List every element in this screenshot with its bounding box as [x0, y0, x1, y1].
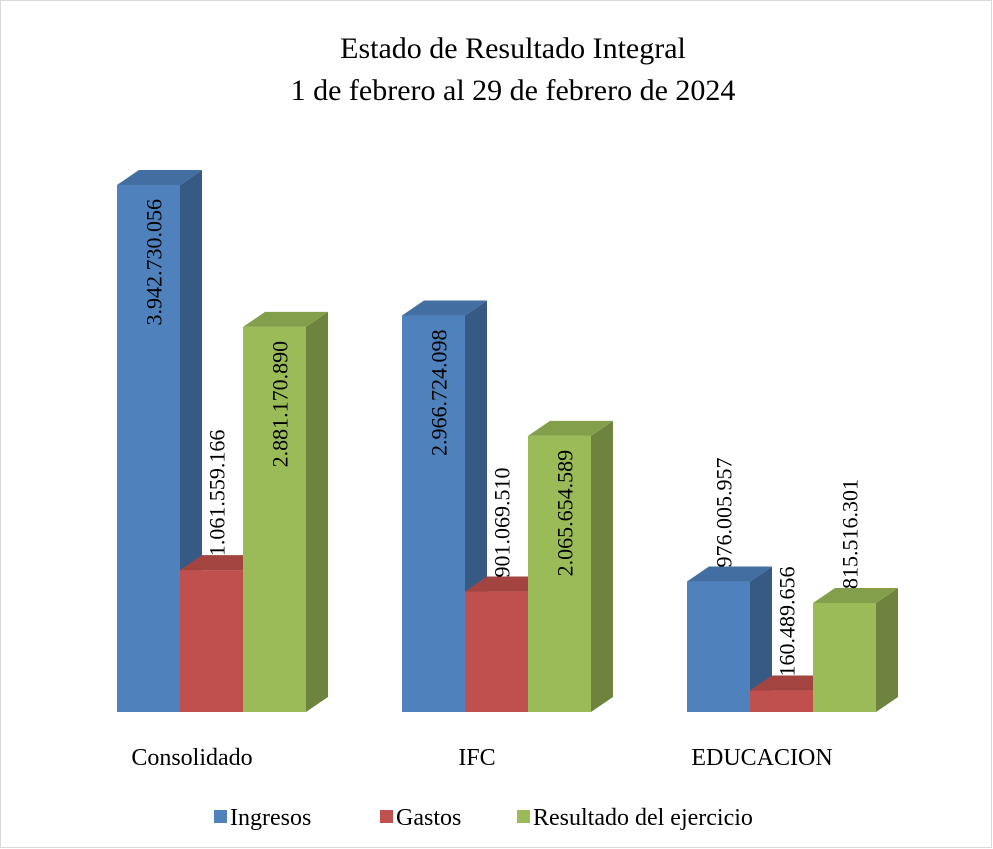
data-label: 2.881.170.890	[268, 341, 293, 468]
bar-top	[528, 420, 613, 436]
chart-subtitle: 1 de febrero al 29 de febrero de 2024	[291, 74, 736, 107]
legend-label: Resultado del ejercicio	[533, 805, 753, 831]
data-label: 160.489.656	[775, 567, 800, 677]
bar-side	[591, 420, 613, 712]
data-label: 2.966.724.098	[427, 329, 452, 456]
data-label: 3.942.730.056	[142, 199, 167, 326]
data-label: 1.061.559.166	[205, 430, 230, 557]
chart-title: Estado de Resultado Integral	[340, 32, 686, 65]
legend-swatch	[380, 810, 393, 823]
bar	[243, 326, 306, 712]
bar-top	[687, 566, 772, 582]
bar-top	[117, 170, 202, 185]
bar	[402, 315, 465, 712]
legend-label: Gastos	[396, 805, 461, 831]
x-tick-label: Consolidado	[131, 745, 252, 771]
bar	[528, 435, 591, 712]
bar-top	[813, 587, 898, 603]
bar-top	[243, 311, 328, 327]
legend-swatch	[214, 810, 227, 823]
bar	[750, 690, 813, 712]
bar-side	[306, 311, 328, 712]
bar	[465, 591, 528, 712]
bar-top	[402, 300, 487, 316]
bar	[813, 602, 876, 712]
data-label: 2.065.654.589	[553, 450, 578, 577]
bar	[117, 185, 180, 712]
legend-label: Ingresos	[230, 805, 311, 831]
data-label: 976.005.957	[712, 458, 737, 568]
bar-side	[876, 587, 898, 712]
bar-side	[750, 566, 772, 712]
data-label: 901.069.510	[490, 468, 515, 578]
x-tick-label: IFC	[458, 745, 495, 771]
bar	[687, 581, 750, 712]
bar	[180, 570, 243, 712]
legend-swatch	[517, 810, 530, 823]
data-label: 815.516.301	[838, 479, 863, 589]
x-tick-label: EDUCACION	[691, 745, 832, 771]
